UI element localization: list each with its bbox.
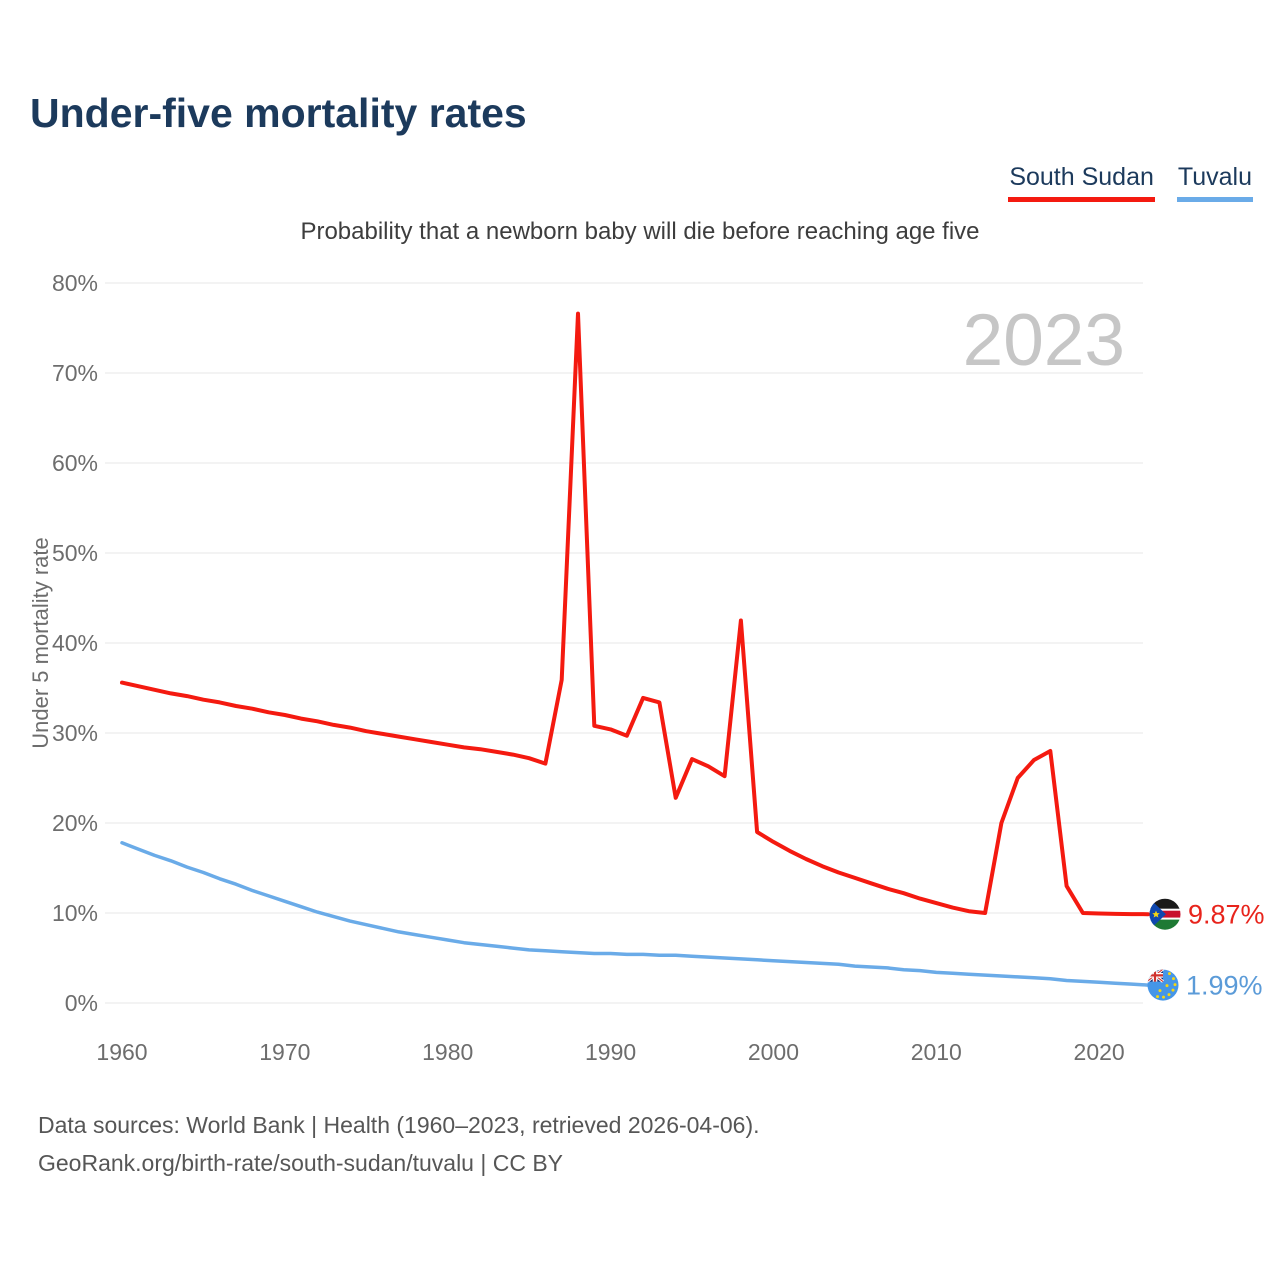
tuvalu-flag-icon [1147, 969, 1179, 1001]
svg-text:2000: 2000 [748, 1039, 799, 1065]
series-line-tuvalu[interactable] [120, 841, 1150, 987]
svg-text:70%: 70% [52, 360, 98, 386]
svg-text:20%: 20% [52, 810, 98, 836]
svg-text:30%: 30% [52, 720, 98, 746]
gridlines [105, 282, 1143, 1004]
legend-item-tuvalu[interactable]: Tuvalu [1176, 163, 1253, 202]
svg-text:60%: 60% [52, 450, 98, 476]
x-axis-tick-labels: 1960 1970 1980 1990 2000 2010 2020 [96, 1039, 1124, 1065]
footer-datasource: Data sources: World Bank | Health (1960–… [38, 1112, 760, 1138]
svg-text:1990: 1990 [585, 1039, 636, 1065]
svg-text:0%: 0% [65, 990, 98, 1016]
y-axis-label: Under 5 mortality rate [28, 537, 53, 749]
legend: South Sudan Tuvalu [1008, 163, 1253, 202]
legend-item-south-sudan[interactable]: South Sudan [1008, 163, 1155, 202]
chart-subtitle: Probability that a newborn baby will die… [300, 218, 980, 245]
footer: Data sources: World Bank | Health (1960–… [38, 1106, 760, 1182]
page-title: Under-five mortality rates [30, 90, 527, 136]
svg-text:1980: 1980 [422, 1039, 473, 1065]
series-line-south-sudan[interactable] [120, 311, 1150, 917]
svg-text:50%: 50% [52, 540, 98, 566]
svg-text:80%: 80% [52, 270, 98, 296]
south-sudan-end-value: 9.87% [1188, 900, 1265, 930]
svg-text:2010: 2010 [911, 1039, 962, 1065]
svg-text:1960: 1960 [96, 1039, 147, 1065]
svg-text:10%: 10% [52, 900, 98, 926]
watermark-year: 2023 [963, 300, 1125, 381]
series-lines[interactable] [120, 311, 1150, 987]
y-axis-tick-labels: 0% 10% 20% 30% 40% 50% 60% 70% 80% [52, 270, 98, 1016]
svg-text:40%: 40% [52, 630, 98, 656]
tuvalu-end-value: 1.99% [1186, 971, 1263, 1001]
footer-attribution: GeoRank.org/birth-rate/south-sudan/tuval… [38, 1150, 564, 1176]
south-sudan-flag-icon [1149, 898, 1181, 930]
svg-text:1970: 1970 [259, 1039, 310, 1065]
svg-text:2020: 2020 [1074, 1039, 1125, 1065]
